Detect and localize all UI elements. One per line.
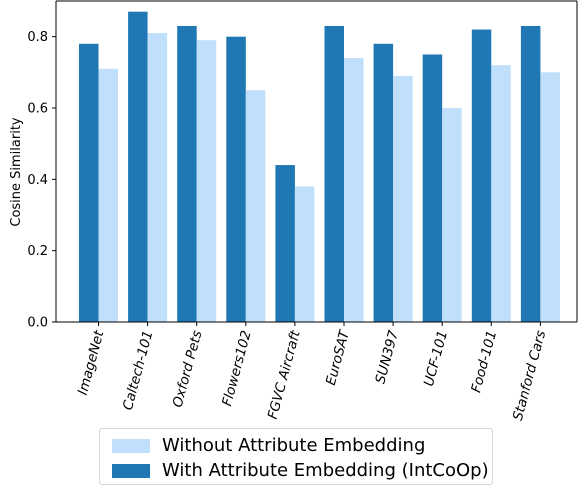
- y-tick-label-2: 0.4: [27, 173, 48, 188]
- x-tick-label-8: Food-101: [468, 329, 500, 394]
- x-tick-label-4: FGVC Aircraft: [265, 328, 304, 421]
- bar-with-2: [177, 25, 197, 322]
- x-tick-label-0: ImageNet: [75, 328, 108, 397]
- y-tick-label-0: 0.0: [27, 316, 48, 331]
- bar-without-8: [491, 65, 511, 322]
- bar-with-3: [226, 36, 246, 323]
- legend-label-with: With Attribute Embedding (IntCoOp): [162, 460, 489, 481]
- bar-without-4: [294, 186, 315, 322]
- bar-with-5: [324, 25, 344, 322]
- legend-item-with: With Attribute Embedding (IntCoOp): [112, 460, 489, 481]
- y-axis-label: Cosine Similarity: [9, 117, 24, 227]
- bar-without-1: [147, 33, 168, 322]
- y-tick-label-3: 0.6: [27, 102, 48, 117]
- bar-without-7: [442, 108, 462, 322]
- bar-with-8: [471, 29, 492, 323]
- x-tick-label-5: EuroSAT: [323, 327, 353, 387]
- x-tick-label-3: Flowers102: [219, 329, 255, 408]
- bar-with-0: [79, 43, 99, 323]
- bar-without-3: [245, 90, 266, 323]
- bar-with-6: [373, 43, 394, 323]
- bar-without-6: [393, 75, 413, 323]
- bar-with-9: [520, 25, 541, 322]
- bar-without-5: [344, 58, 364, 323]
- x-tick-label-2: Oxford Pets: [170, 329, 206, 409]
- bar-with-1: [128, 11, 148, 322]
- legend-swatch-with: [112, 463, 150, 478]
- bar-with-7: [422, 54, 443, 322]
- legend-item-without: Without Attribute Embedding: [112, 435, 425, 456]
- legend: Without Attribute Embedding With Attribu…: [99, 428, 493, 485]
- legend-label-without: Without Attribute Embedding: [162, 435, 426, 456]
- bar-without-9: [540, 72, 560, 322]
- plot-area: 0.0 0.2 0.4 0.6 0.8 ImageNet Caltech-101 Oxford…: [27, 0, 578, 422]
- bar-without-2: [196, 40, 217, 322]
- x-tick-label-6: SUN397: [372, 329, 402, 386]
- x-tick-label-7: UCF-101: [421, 329, 451, 388]
- bar-without-0: [98, 68, 118, 323]
- bar-with-4: [275, 165, 295, 322]
- x-tick-label-1: Caltech-101: [120, 329, 157, 412]
- y-tick-label-4: 0.8: [27, 30, 48, 45]
- x-tick-label-9: Stanford Cars: [510, 329, 549, 422]
- legend-swatch-without: [112, 438, 150, 453]
- y-tick-label-1: 0.2: [27, 244, 48, 259]
